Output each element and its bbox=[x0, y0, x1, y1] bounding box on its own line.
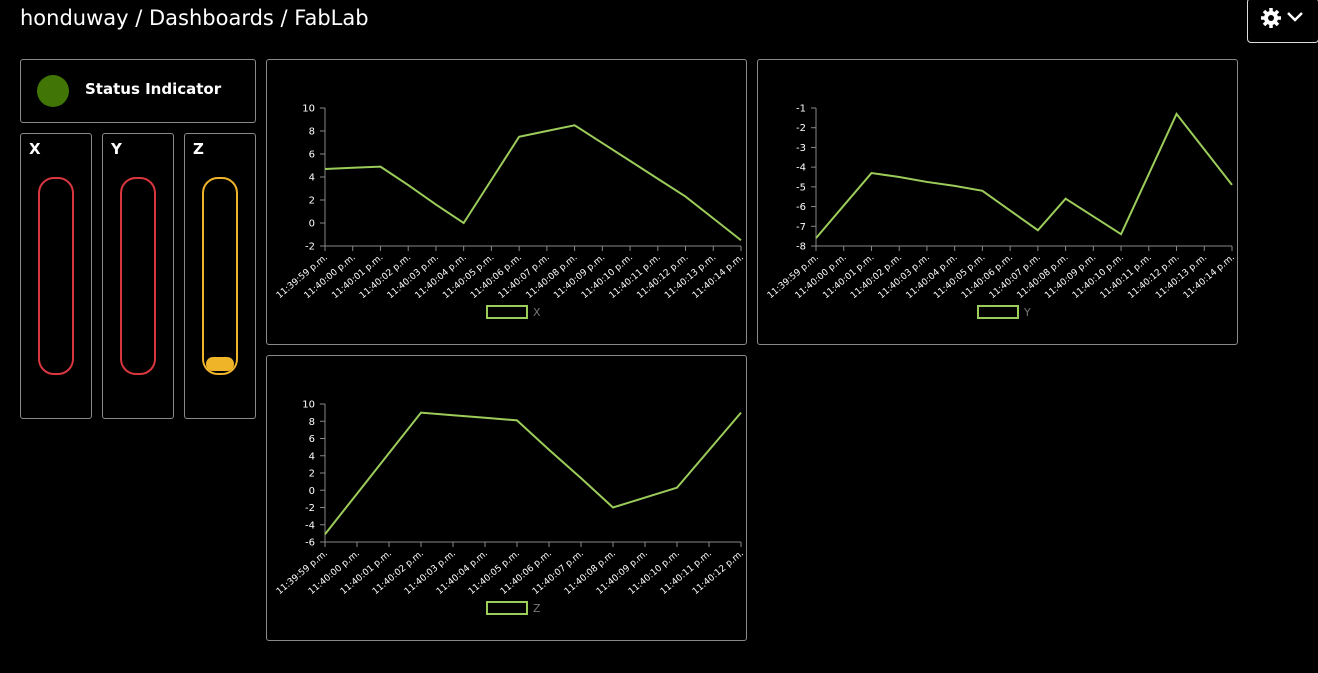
y-tick-label: 8 bbox=[309, 127, 315, 138]
gauge-card: Y bbox=[102, 133, 174, 419]
y-tick-label: -1 bbox=[796, 104, 806, 115]
y-tick-label: -5 bbox=[796, 182, 806, 193]
x-tick-label: 11:40:14 p.m. bbox=[691, 253, 746, 301]
series-line bbox=[324, 124, 742, 242]
y-tick-label: 2 bbox=[309, 469, 315, 480]
gauge-track bbox=[38, 177, 74, 375]
gauge-label: X bbox=[29, 140, 41, 158]
y-tick-label: 2 bbox=[309, 196, 315, 207]
y-tick-label: -6 bbox=[305, 538, 315, 549]
y-tick-label: 10 bbox=[302, 400, 315, 411]
y-tick-label: 6 bbox=[309, 434, 315, 445]
chart-card: -8 -7 -6 -5 -4 -3 -2 -1 11:39:59 p.m. 11:40:00 p.… bbox=[757, 59, 1238, 345]
settings-icon bbox=[1261, 8, 1303, 28]
chart-card: -6 -4 -2 0 2 4 6 8 10 11:39:59 p.m. 11:40:00 p.m. 1… bbox=[266, 355, 747, 641]
gauge bbox=[38, 177, 74, 375]
gauge bbox=[202, 177, 238, 375]
gauge-track bbox=[202, 177, 238, 375]
y-tick-label: 8 bbox=[309, 417, 315, 428]
gauge-label: Y bbox=[111, 140, 122, 158]
chart-card: -2 0 2 4 6 8 10 11:39:59 p.m. 11:40:00 p.m. 11:40… bbox=[266, 59, 747, 345]
gauge-fill bbox=[206, 357, 234, 371]
y-tick-label: -8 bbox=[796, 242, 806, 253]
y-tick-label: -3 bbox=[796, 143, 806, 154]
legend-swatch bbox=[486, 305, 528, 319]
y-tick-label: -4 bbox=[305, 520, 315, 531]
series-line bbox=[815, 112, 1233, 239]
y-tick-label: 4 bbox=[309, 173, 315, 184]
y-tick-label: -7 bbox=[796, 222, 806, 233]
y-tick-label: -2 bbox=[305, 242, 315, 253]
status-card: Status Indicator bbox=[20, 59, 256, 123]
legend-swatch bbox=[486, 601, 528, 615]
legend-label: X bbox=[533, 306, 541, 319]
status-led bbox=[37, 75, 69, 107]
y-tick-label: 0 bbox=[309, 219, 315, 230]
y-tick-label: -2 bbox=[796, 123, 806, 134]
series-line bbox=[324, 411, 742, 535]
y-tick-label: 0 bbox=[309, 486, 315, 497]
gauge bbox=[120, 177, 156, 375]
breadcrumb[interactable]: honduway / Dashboards / FabLab bbox=[20, 6, 369, 30]
gauge-card: X bbox=[20, 133, 92, 419]
y-tick-label: 6 bbox=[309, 150, 315, 161]
legend-swatch bbox=[977, 305, 1019, 319]
x-tick-label: 11:40:14 p.m. bbox=[1182, 253, 1237, 301]
y-tick-label: -2 bbox=[305, 503, 315, 514]
chart: -8-7-6-5-4-3-2-111:39:59 p.m.11:40:00 p.… bbox=[766, 104, 1237, 319]
legend-label: Y bbox=[1023, 306, 1031, 319]
y-tick-label: 4 bbox=[309, 451, 315, 462]
y-tick-label: 10 bbox=[302, 104, 315, 115]
y-tick-label: -6 bbox=[796, 202, 806, 213]
gauge-card: Z bbox=[184, 133, 256, 419]
y-tick-label: -4 bbox=[796, 163, 806, 174]
gauge-track bbox=[120, 177, 156, 375]
legend-label: Z bbox=[533, 602, 541, 615]
status-label: Status Indicator bbox=[85, 80, 222, 98]
settings-button[interactable] bbox=[1247, 0, 1318, 43]
gauge-label: Z bbox=[193, 140, 204, 158]
